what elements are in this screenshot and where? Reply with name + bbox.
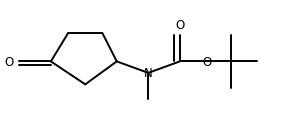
Text: N: N xyxy=(144,67,153,80)
Text: O: O xyxy=(202,55,212,68)
Text: O: O xyxy=(175,18,184,31)
Text: O: O xyxy=(4,55,14,68)
